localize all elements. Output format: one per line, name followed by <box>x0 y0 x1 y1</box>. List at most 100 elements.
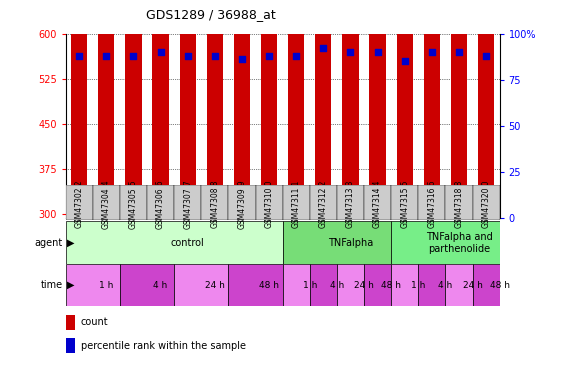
Bar <box>147 185 174 220</box>
Bar <box>391 264 418 306</box>
Text: 24 h: 24 h <box>463 280 482 290</box>
Text: time: time <box>41 280 63 290</box>
Point <box>346 49 355 55</box>
Point <box>481 53 490 59</box>
Text: GSM47310: GSM47310 <box>264 187 274 228</box>
Point <box>319 45 328 51</box>
Text: ▶: ▶ <box>67 280 74 290</box>
Bar <box>66 315 75 330</box>
Text: GSM47318: GSM47318 <box>455 180 464 221</box>
Bar <box>364 185 391 220</box>
Text: GSM47320: GSM47320 <box>481 187 490 228</box>
Point <box>238 57 247 63</box>
Point <box>400 58 409 64</box>
Text: GSM47313: GSM47313 <box>346 187 355 228</box>
Text: GSM47306: GSM47306 <box>156 180 165 221</box>
Text: 4 h: 4 h <box>154 280 168 290</box>
Text: GSM47306: GSM47306 <box>156 187 165 229</box>
Bar <box>451 0 467 217</box>
Bar <box>152 0 169 217</box>
Bar <box>93 185 120 220</box>
Text: 48 h: 48 h <box>489 280 510 290</box>
Text: GSM47315: GSM47315 <box>400 180 409 221</box>
Bar <box>315 0 331 217</box>
Text: GSM47309: GSM47309 <box>238 187 247 229</box>
Point <box>264 53 274 59</box>
Text: GSM47307: GSM47307 <box>183 187 192 229</box>
Bar <box>179 22 196 217</box>
Text: GSM47316: GSM47316 <box>427 180 436 221</box>
Text: GSM47305: GSM47305 <box>129 187 138 229</box>
Text: GSM47315: GSM47315 <box>400 187 409 228</box>
Text: GSM47304: GSM47304 <box>102 180 111 221</box>
Text: TNFalpha and
parthenolide: TNFalpha and parthenolide <box>425 232 492 254</box>
Text: GSM47318: GSM47318 <box>455 187 464 228</box>
Bar <box>126 31 142 217</box>
Bar <box>98 22 114 217</box>
Text: GSM47311: GSM47311 <box>292 187 301 228</box>
Text: 1 h: 1 h <box>303 280 317 290</box>
Text: 1 h: 1 h <box>411 280 425 290</box>
Bar <box>473 264 500 306</box>
Bar <box>396 1 413 217</box>
Bar <box>255 185 283 220</box>
Text: 1 h: 1 h <box>99 280 114 290</box>
Bar <box>424 0 440 217</box>
Bar <box>309 264 337 306</box>
Bar <box>66 185 93 220</box>
Bar <box>391 221 500 264</box>
Text: GSM47307: GSM47307 <box>183 180 192 221</box>
Bar <box>337 264 364 306</box>
Text: control: control <box>171 238 204 248</box>
Point <box>75 53 84 59</box>
Bar <box>261 0 278 217</box>
Bar <box>228 264 283 306</box>
Point <box>183 53 192 59</box>
Point <box>373 49 382 55</box>
Bar <box>369 0 386 217</box>
Bar <box>337 185 364 220</box>
Point <box>210 53 219 59</box>
Point <box>292 53 301 59</box>
Text: GSM47309: GSM47309 <box>238 180 247 221</box>
Text: 48 h: 48 h <box>259 280 279 290</box>
Text: GSM47313: GSM47313 <box>346 180 355 221</box>
Point <box>427 49 436 55</box>
Bar <box>283 264 309 306</box>
Text: GSM47314: GSM47314 <box>373 180 382 221</box>
Bar <box>66 338 75 353</box>
Text: TNFalpha: TNFalpha <box>328 238 373 248</box>
Bar <box>283 185 309 220</box>
Bar <box>120 185 147 220</box>
Bar <box>202 185 228 220</box>
Text: 24 h: 24 h <box>354 280 374 290</box>
Text: GSM47310: GSM47310 <box>264 180 274 221</box>
Text: 4 h: 4 h <box>330 280 344 290</box>
Text: GSM47308: GSM47308 <box>210 187 219 228</box>
Bar <box>418 185 445 220</box>
Text: GSM47308: GSM47308 <box>210 180 219 221</box>
Bar <box>478 0 494 217</box>
Bar <box>309 185 337 220</box>
Bar <box>71 0 87 217</box>
Point <box>455 49 464 55</box>
Text: GSM47311: GSM47311 <box>292 180 301 221</box>
Bar <box>364 264 391 306</box>
Text: count: count <box>81 318 108 327</box>
Text: GSM47302: GSM47302 <box>75 180 84 221</box>
Bar <box>174 264 228 306</box>
Bar <box>120 264 174 306</box>
Bar <box>207 0 223 217</box>
Text: percentile rank within the sample: percentile rank within the sample <box>81 341 246 351</box>
Point <box>102 53 111 59</box>
Bar <box>283 221 391 264</box>
Bar <box>174 185 202 220</box>
Text: GSM47320: GSM47320 <box>481 180 490 221</box>
Bar <box>342 0 359 217</box>
Text: 48 h: 48 h <box>381 280 401 290</box>
Point <box>129 53 138 59</box>
Bar <box>66 221 283 264</box>
Text: GSM47314: GSM47314 <box>373 187 382 228</box>
Text: GSM47316: GSM47316 <box>427 187 436 228</box>
Text: GSM47312: GSM47312 <box>319 187 328 228</box>
